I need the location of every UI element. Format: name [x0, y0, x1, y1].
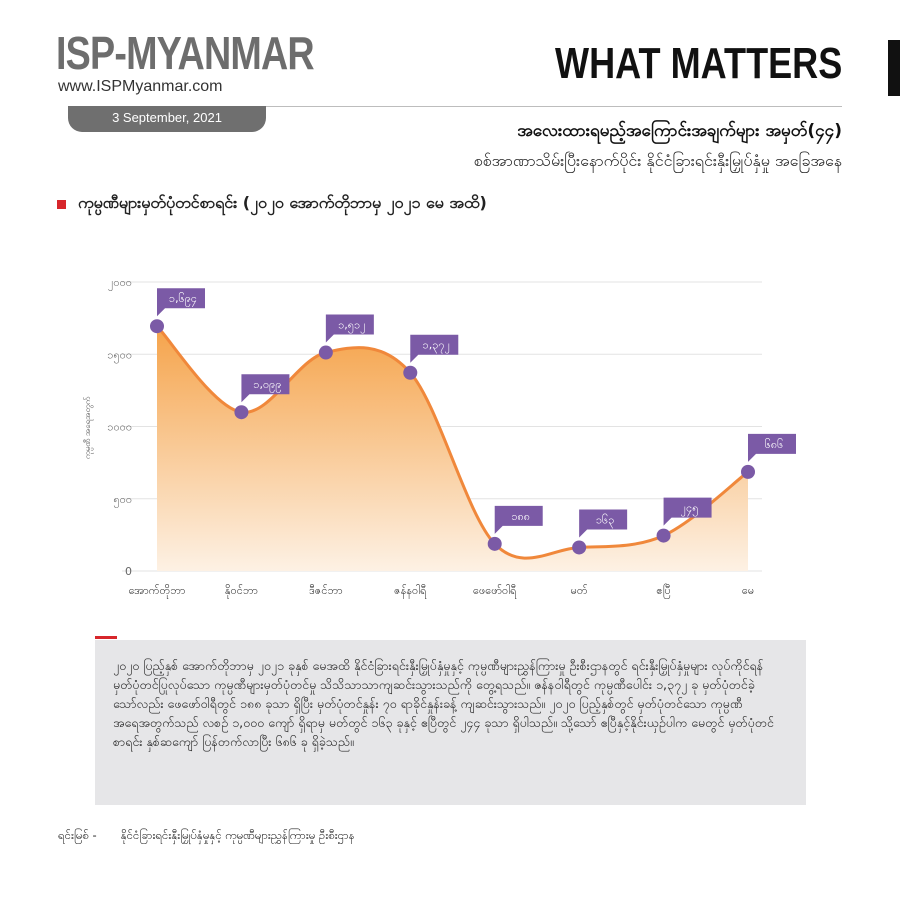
area-fill [157, 326, 748, 571]
data-point [234, 405, 249, 420]
data-markers [150, 319, 755, 555]
data-label: ၁,၆၉၄ [157, 288, 205, 317]
data-label: ၂၄၅ [663, 497, 712, 526]
x-tick-label: ဒီဇင်ဘာ [309, 584, 343, 597]
header-divider [68, 106, 842, 107]
source-line: ရင်းမြစ် - နိုင်ငံခြားရင်းနှီးမြှုပ်နှံမှ… [58, 828, 355, 845]
brand-logo: ISP-MYANMAR [56, 27, 315, 79]
x-tick-label: မတ် [571, 584, 588, 597]
data-label: ၁,၀၉၉ [241, 374, 290, 403]
section-bullet-icon [57, 200, 66, 209]
series-line [155, 325, 749, 560]
y-tick-label: ၁၅၀၀ [107, 348, 132, 363]
x-tick-label: ဇန်နဝါရီ [394, 584, 427, 599]
y-tick-label: ၂၀၀၀ [108, 276, 132, 291]
data-point [403, 365, 418, 380]
data-point [318, 345, 333, 360]
edge-tab [888, 40, 900, 96]
data-label-text: ၆၈၆ [765, 438, 784, 451]
x-tick-label: ဖေဖော်ဝါရီ [473, 584, 517, 599]
data-label-text: ၁,၅၁၂ [338, 319, 365, 334]
y-tick-label: ၅၀၀ [113, 493, 132, 508]
data-point [572, 540, 587, 555]
data-label: ၁,၃၇၂ [410, 334, 459, 363]
page-subtitle: စစ်အာဏာသိမ်းပြီးနောက်ပိုင်း နိုင်ငံခြားရ… [473, 151, 842, 170]
y-axis-label: ကုမ္ပဏီ အရေအတွက် [82, 397, 94, 459]
data-label-text: ၂၄၅ [681, 502, 699, 517]
y-tick-label: 0 [125, 565, 132, 578]
data-point [656, 528, 671, 543]
data-label: ၁,၅၁၂ [325, 314, 374, 343]
x-tick-label: အောက်တိုဘာ [129, 584, 186, 599]
date-badge: 3 September, 2021 [68, 106, 266, 132]
source-text: နိုင်ငံခြားရင်းနှီးမြှုပ်နှံမှုနှင့် ကုမ… [120, 828, 355, 842]
data-label-text: ၁၈၈ [511, 510, 530, 523]
data-label-text: ၁၆၃ [596, 513, 615, 528]
x-axis-ticks: အောက်တိုဘာ နိုဝင်ဘာ ဒီဇင်ဘာ ဇန်နဝါရီ ဖေဖော်ဝ… [129, 584, 755, 599]
y-axis-ticks: 0 ၅၀၀ ၁၀၀၀ ၁၅၀၀ ၂၀၀၀ [107, 276, 132, 578]
x-tick-label: နိုဝင်ဘာ [225, 584, 258, 599]
note-text: ၂၀၂၀ ပြည့်နှစ် အောက်တိုဘာမှ ၂၀၂၁ ခုနှစ် … [113, 658, 774, 749]
data-label: ၁၆၃ [579, 509, 628, 538]
data-label: ၁၈၈ [494, 505, 543, 534]
note-accent-bar [95, 636, 117, 639]
data-label: ၆၈၆ [748, 433, 796, 462]
website-url[interactable]: www.ISPMyanmar.com [58, 78, 223, 95]
data-point [741, 464, 755, 479]
data-point [150, 319, 164, 334]
source-label: ရင်းမြစ် - [58, 828, 97, 842]
chart-section-label: ကုမ္ပဏီများမှတ်ပုံတင်စာရင်း (၂၀၂၀ အောက်တ… [78, 193, 487, 212]
data-label-text: ၁,၆၉၄ [169, 292, 197, 307]
data-point [487, 536, 502, 551]
x-tick-label: ဧပြီ [656, 584, 670, 599]
page-title: အလေးထားရမည့်အကြောင်းအချက်များ အမှတ်(၄၄) [517, 121, 842, 141]
x-tick-label: မေ [742, 584, 754, 597]
data-label-text: ၁,၃၇၂ [423, 339, 450, 354]
y-tick-label: ၁၀၀၀ [107, 421, 132, 434]
series-title: WHAT MATTERS [554, 39, 842, 88]
data-label-text: ၁,၀၉၉ [253, 378, 281, 393]
note-box: ၂၀၂၀ ပြည့်နှစ် အောက်တိုဘာမှ ၂၀၂၁ ခုနှစ် … [95, 640, 806, 805]
